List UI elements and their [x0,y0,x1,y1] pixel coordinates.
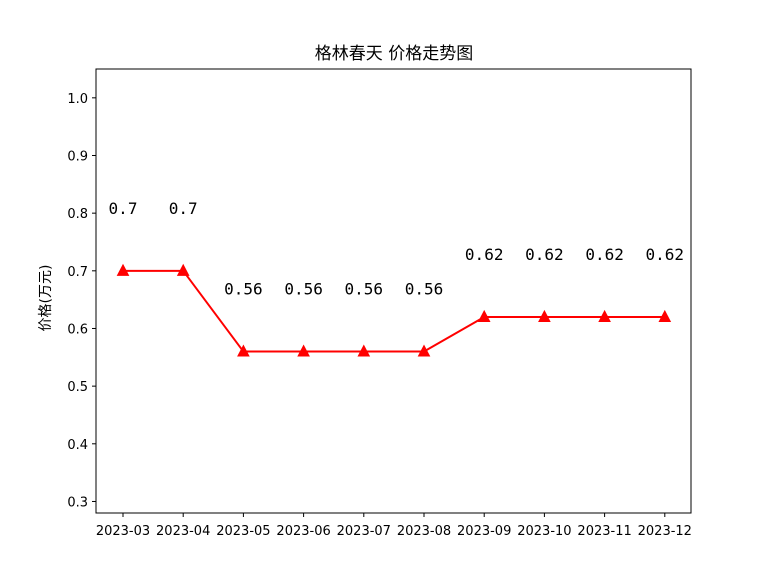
price-marker [116,263,130,276]
y-tick-label: 0.8 [67,207,88,222]
plot-frame [95,68,692,514]
price-marker [658,309,672,322]
data-label: 0.56 [405,280,444,299]
data-label: 0.62 [525,245,564,264]
data-labels: 0.7 0.7 0.56 0.56 0.56 0.56 0.62 0.62 0.62 0.62 [109,199,685,299]
y-tick-label: 1.0 [67,92,88,107]
price-marker [477,309,491,322]
price-marker [176,263,190,276]
price-marker [538,309,551,322]
x-tick-label: 2023-06 [276,524,330,539]
y-tick-label: 0.3 [67,495,88,510]
data-label: 0.56 [224,280,263,299]
data-label: 0.62 [585,245,624,264]
price-line [123,269,665,353]
chart-title: 格林春天 价格走势图 [315,44,473,64]
x-tick-label: 2023-11 [577,524,631,539]
y-tick-label: 0.6 [67,322,88,337]
price-marker [417,344,431,357]
y-axis-label: 价格(万元) [38,265,54,332]
x-tick-label: 2023-08 [397,524,451,539]
x-tick-label: 2023-03 [96,524,150,539]
x-tick-label: 2023-04 [156,524,210,539]
y-tick-label: 0.7 [67,265,88,280]
x-tick-label: 2023-12 [638,524,692,539]
data-label: 0.56 [345,280,384,299]
axis-ticks: 2023-03 2023-04 2023-05 2023-06 2023-07 2023-… [67,92,692,539]
data-label: 0.7 [109,199,138,218]
data-label: 0.62 [646,245,685,264]
y-tick-label: 0.5 [67,380,88,395]
price-marker [357,344,371,357]
price-marker [237,344,250,357]
y-tick-label: 0.4 [67,438,88,453]
data-label: 0.7 [169,199,198,218]
price-marker [598,309,611,322]
price-marker [297,344,310,357]
data-label: 0.62 [465,245,504,264]
x-tick-label: 2023-09 [457,524,511,539]
series-layer [116,263,672,357]
data-label: 0.56 [284,280,323,299]
x-tick-label: 2023-05 [216,524,270,539]
y-tick-label: 0.9 [67,149,88,164]
x-tick-label: 2023-10 [517,524,571,539]
x-tick-label: 2023-07 [337,524,391,539]
